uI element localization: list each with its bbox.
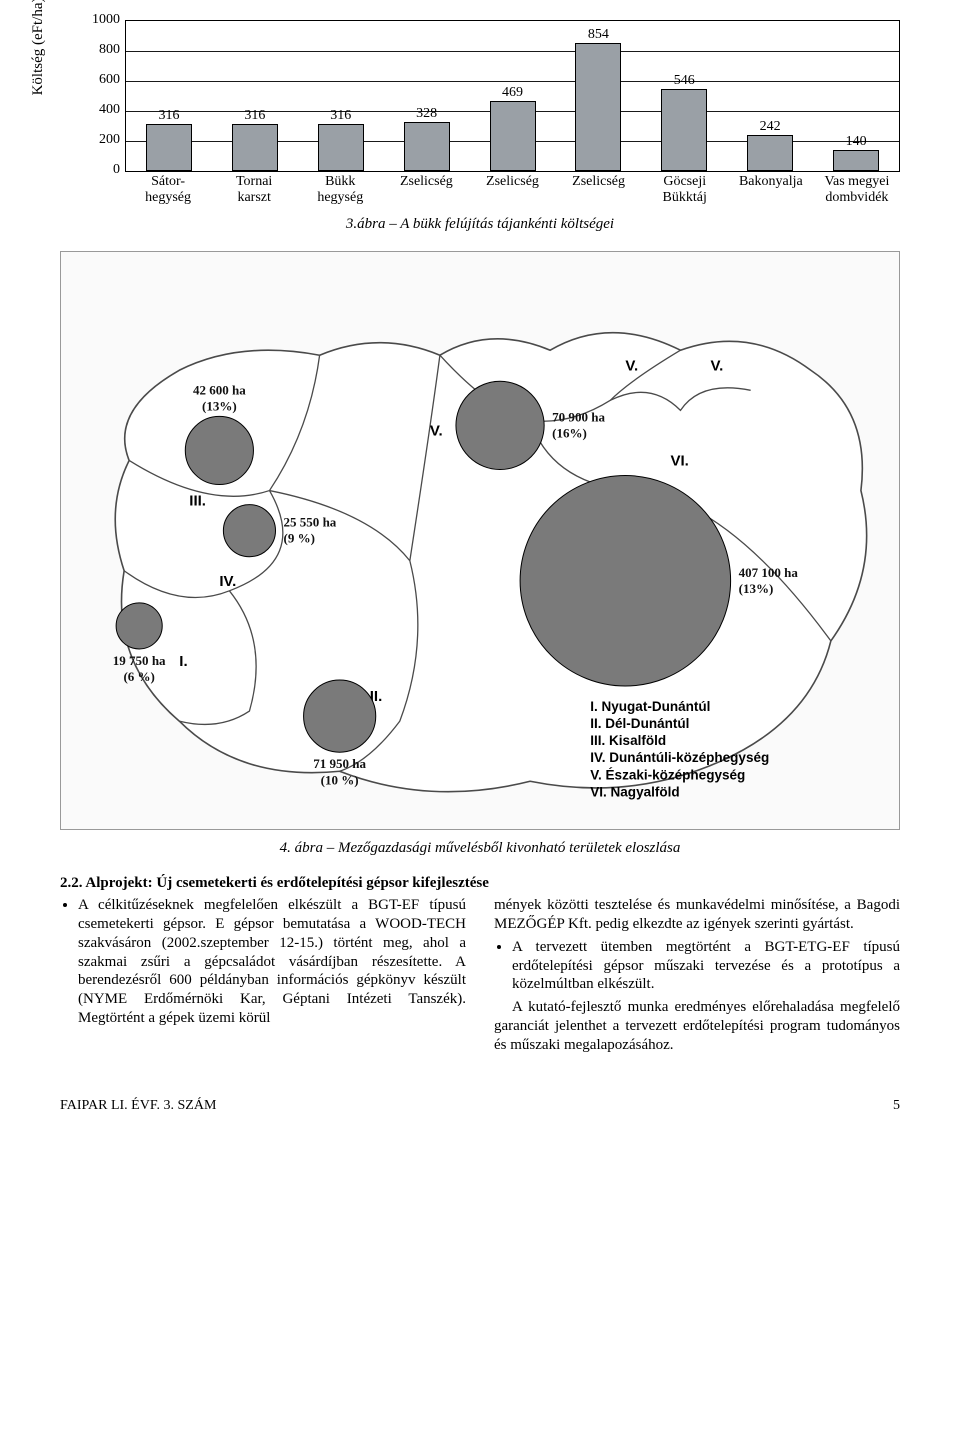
- bar: [661, 89, 707, 171]
- bar-slot: 854: [555, 21, 641, 171]
- body-columns: A célkitűzéseknek megfelelően elkészült …: [60, 896, 900, 1058]
- bubble-pct-label: (10 %): [321, 772, 359, 787]
- bar: [575, 43, 621, 171]
- right-bullet-1: A tervezett ütemben megtörtént a BGT-ETG…: [512, 938, 900, 994]
- column-left: A célkitűzéseknek megfelelően elkészült …: [60, 896, 466, 1058]
- legend-entry: I. Nyugat-Dunántúl: [590, 699, 710, 714]
- y-tick-label: 0: [70, 162, 120, 178]
- bar-slot: 140: [813, 21, 899, 171]
- y-tick-label: 400: [70, 102, 120, 118]
- bar: [232, 124, 278, 171]
- bar-slot: 546: [641, 21, 727, 171]
- bar-value-label: 316: [212, 108, 298, 124]
- bar-value-label: 316: [126, 108, 212, 124]
- bar-slot: 316: [298, 21, 384, 171]
- bar-value-label: 469: [470, 85, 556, 101]
- bar-value-label: 328: [384, 106, 470, 122]
- footer-page-number: 5: [893, 1098, 900, 1114]
- left-bullet-1: A célkitűzéseknek megfelelően elkészült …: [78, 896, 466, 1027]
- map-svg: III. IV. I. II. V. V. V. VI. 42 600 ha(1…: [69, 260, 891, 821]
- bar-slot: 242: [727, 21, 813, 171]
- bubble-pct-label: (13%): [202, 398, 237, 413]
- bar: [404, 122, 450, 171]
- area-bubble: [520, 476, 731, 687]
- bar-slot: 316: [126, 21, 212, 171]
- bar-slot: 316: [212, 21, 298, 171]
- area-bubble: [223, 505, 275, 557]
- plot-area: 316316316328469854546242140: [125, 20, 900, 172]
- bubble-pct-label: (9 %): [284, 531, 315, 546]
- legend-entry: III. Kisalföld: [590, 733, 666, 748]
- y-tick-label: 600: [70, 72, 120, 88]
- area-bubble: [185, 416, 253, 484]
- region-label-V-a: V.: [430, 422, 443, 439]
- region-label-IV: IV.: [219, 573, 236, 590]
- bubble-area-label: 25 550 ha: [284, 515, 337, 530]
- bubble-area-label: 407 100 ha: [739, 565, 799, 580]
- map-figure: III. IV. I. II. V. V. V. VI. 42 600 ha(1…: [60, 251, 900, 830]
- legend-entry: IV. Dunántúli-középhegység: [590, 750, 769, 765]
- bubble-pct-label: (6 %): [123, 669, 154, 684]
- right-para-2: A kutató-fejlesztő munka eredményes előr…: [494, 998, 900, 1054]
- region-label-I: I.: [179, 653, 187, 670]
- bar-value-label: 316: [298, 108, 384, 124]
- bar-value-label: 242: [727, 119, 813, 135]
- area-bubble: [456, 381, 544, 469]
- legend-entry: II. Dél-Dunántúl: [590, 716, 689, 731]
- bubble-area-label: 71 950 ha: [313, 756, 366, 771]
- bubble-area-label: 70 900 ha: [552, 409, 605, 424]
- bar: [318, 124, 364, 171]
- footer-journal: FAIPAR LI. ÉVF. 3. SZÁM: [60, 1098, 216, 1114]
- bar: [833, 150, 879, 171]
- bar: [747, 135, 793, 171]
- bubble-pct-label: (16%): [552, 425, 587, 440]
- bar-value-label: 854: [555, 27, 641, 43]
- y-tick-label: 1000: [70, 12, 120, 28]
- legend-entry: VI. Nagyalföld: [590, 784, 679, 799]
- x-labels: Sátor-hegységTornaikarsztBükkhegységZsel…: [125, 172, 900, 206]
- region-label-III: III.: [189, 493, 206, 510]
- section-2-2-heading: 2.2. Alprojekt: Új csemetekerti és erdőt…: [60, 875, 900, 892]
- x-tick-label: Zselicség: [556, 172, 642, 206]
- x-tick-label: GöcsejiBükktáj: [642, 172, 728, 206]
- right-para-continuation: mények közötti tesztelése és munkavédelm…: [494, 896, 900, 934]
- x-tick-label: Vas megyeidombvidék: [814, 172, 900, 206]
- region-label-V-b: V.: [625, 357, 638, 374]
- bar-slot: 469: [470, 21, 556, 171]
- x-tick-label: Bükkhegység: [297, 172, 383, 206]
- bar: [146, 124, 192, 171]
- figure4-caption: 4. ábra – Mezőgazdasági művelésből kivon…: [60, 840, 900, 857]
- y-ticks: 02004006008001000: [70, 20, 120, 170]
- x-tick-label: Tornaikarszt: [211, 172, 297, 206]
- x-tick-label: Bakonyalja: [728, 172, 814, 206]
- bar-slot: 328: [384, 21, 470, 171]
- bubble-area-label: 42 600 ha: [193, 382, 246, 397]
- cost-bar-chart: Költség (eFt/ha) 02004006008001000 31631…: [60, 20, 900, 210]
- x-tick-label: Sátor-hegység: [125, 172, 211, 206]
- bar: [490, 101, 536, 171]
- y-axis-label: Költség (eFt/ha): [30, 0, 47, 95]
- column-right: mények közötti tesztelése és munkavédelm…: [494, 896, 900, 1058]
- y-tick-label: 800: [70, 42, 120, 58]
- x-tick-label: Zselicség: [383, 172, 469, 206]
- region-label-VI: VI.: [670, 452, 688, 469]
- bubble-area-label: 19 750 ha: [113, 653, 166, 668]
- area-bubble: [304, 680, 376, 752]
- bubble-pct-label: (13%): [739, 581, 774, 596]
- page-footer: FAIPAR LI. ÉVF. 3. SZÁM 5: [60, 1098, 900, 1114]
- y-tick-label: 200: [70, 132, 120, 148]
- legend-entry: V. Északi-középhegység: [590, 767, 745, 782]
- figure3-caption: 3.ábra – A bükk felújítás tájankénti köl…: [60, 216, 900, 233]
- bar-value-label: 140: [813, 134, 899, 150]
- region-label-V-c: V.: [711, 357, 724, 374]
- bar-value-label: 546: [641, 73, 727, 89]
- x-tick-label: Zselicség: [469, 172, 555, 206]
- area-bubble: [116, 603, 162, 649]
